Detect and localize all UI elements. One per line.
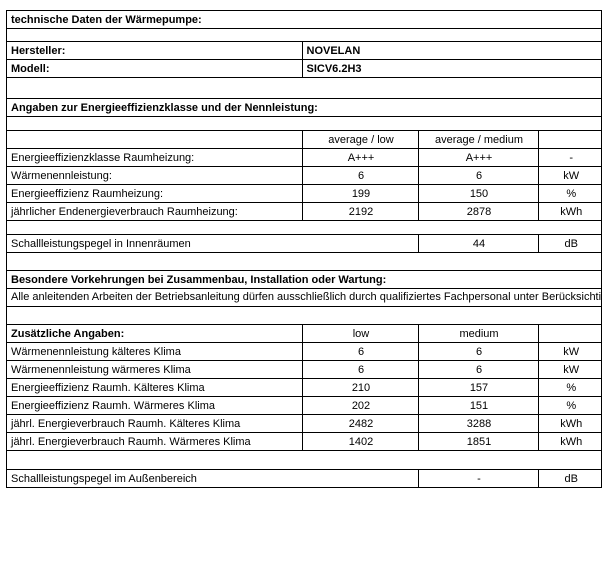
value-low: 210 <box>301 378 418 397</box>
table-row: Alle anleitenden Arbeiten der Betriebsan… <box>7 288 601 307</box>
page-title: technische Daten der Wärmepumpe: <box>7 10 601 29</box>
value-low: 6 <box>301 360 418 379</box>
sound-indoor-block: Schallleistungspegel in Innenräumen 44 d… <box>7 234 603 253</box>
value-low: 202 <box>301 396 418 415</box>
unit: % <box>537 378 602 397</box>
value-medium: 6 <box>417 360 538 379</box>
row-label: Energieeffizienz Raumheizung: <box>7 184 302 203</box>
table-row: Hersteller: NOVELAN <box>7 41 601 60</box>
row-label: Wärmenennleistung kälteres Klima <box>7 342 302 361</box>
unit: - <box>537 148 602 167</box>
energy-table: average / low average / medium Energieef… <box>7 130 602 221</box>
spacer <box>7 117 601 130</box>
value-medium: 6 <box>417 166 538 185</box>
additional-heading: Zusätzliche Angaben: <box>7 324 302 343</box>
precautions-block: Besondere Vorkehrungen bei Zusammenbau, … <box>7 270 601 307</box>
column-header-average-medium: average / medium <box>417 130 538 149</box>
hersteller-label: Hersteller: <box>7 41 302 60</box>
unit: kWh <box>537 414 602 433</box>
row-label: Energieeffizienz Raumh. Wärmeres Klima <box>7 396 302 415</box>
additional-table: Zusätzliche Angaben: low medium Wärmenen… <box>7 324 602 451</box>
datasheet: technische Daten der Wärmepumpe: Herstel… <box>6 10 603 488</box>
unit: kW <box>537 166 602 185</box>
table-row: Schallleistungspegel im Außenbereich - d… <box>7 469 603 488</box>
value-medium: 6 <box>417 342 538 361</box>
sound-indoor-value: 44 <box>417 234 539 253</box>
table-row: Energieeffizienzklasse Raumheizung: A+++… <box>7 148 602 167</box>
unit: % <box>537 396 602 415</box>
empty-header-cell <box>7 130 302 149</box>
unit: kW <box>537 342 602 361</box>
row-label: Wärmenennleistung wärmeres Klima <box>7 360 302 379</box>
spacer <box>7 451 601 469</box>
table-row: technische Daten der Wärmepumpe: <box>7 10 601 29</box>
value-medium: 1851 <box>417 432 538 451</box>
row-label: Energieeffizienzklasse Raumheizung: <box>7 148 302 167</box>
sound-outdoor-unit: dB <box>537 469 603 488</box>
value-low: 199 <box>301 184 418 203</box>
value-medium: 150 <box>417 184 538 203</box>
table-header-row: average / low average / medium <box>7 130 602 149</box>
unit: % <box>537 184 602 203</box>
info-block: Hersteller: NOVELAN Modell: SICV6.2H3 <box>7 41 601 78</box>
value-low: 6 <box>301 342 418 361</box>
value-low: 1402 <box>301 432 418 451</box>
column-header-low: low <box>301 324 418 343</box>
sound-outdoor-value: - <box>417 469 539 488</box>
sound-outdoor-label: Schallleistungspegel im Außenbereich <box>7 469 419 488</box>
value-medium: 2878 <box>417 202 538 221</box>
row-label: Energieeffizienz Raumh. Kälteres Klima <box>7 378 302 397</box>
table-row: Schallleistungspegel in Innenräumen 44 d… <box>7 234 603 253</box>
title-block: technische Daten der Wärmepumpe: <box>7 10 601 29</box>
value-medium: 157 <box>417 378 538 397</box>
table-row: Energieeffizienz Raumh. Kälteres Klima 2… <box>7 378 602 397</box>
table-row: jährlicher Endenergieverbrauch Raumheizu… <box>7 202 602 221</box>
table-row: Wärmenennleistung kälteres Klima 6 6 kW <box>7 342 602 361</box>
sound-indoor-unit: dB <box>537 234 603 253</box>
table-header-row: Zusätzliche Angaben: low medium <box>7 324 602 343</box>
row-label: Wärmenennleistung: <box>7 166 302 185</box>
energy-section-heading: Angaben zur Energieeffizienzklasse und d… <box>7 98 601 117</box>
row-label: jährl. Energieverbrauch Raumh. Wärmeres … <box>7 432 302 451</box>
row-label: jährl. Energieverbrauch Raumh. Kälteres … <box>7 414 302 433</box>
precautions-heading: Besondere Vorkehrungen bei Zusammenbau, … <box>7 270 601 289</box>
table-row: Besondere Vorkehrungen bei Zusammenbau, … <box>7 270 601 289</box>
table-row: Energieeffizienz Raumheizung: 199 150 % <box>7 184 602 203</box>
table-row: Angaben zur Energieeffizienzklasse und d… <box>7 98 601 117</box>
precautions-text: Alle anleitenden Arbeiten der Betriebsan… <box>7 288 601 307</box>
modell-label: Modell: <box>7 59 302 78</box>
empty-header-cell <box>537 130 602 149</box>
spacer <box>7 221 601 234</box>
sound-outdoor-block: Schallleistungspegel im Außenbereich - d… <box>7 469 603 488</box>
table-row: Wärmenennleistung wärmeres Klima 6 6 kW <box>7 360 602 379</box>
column-header-average-low: average / low <box>301 130 418 149</box>
value-low: 2192 <box>301 202 418 221</box>
table-row: Wärmenennleistung: 6 6 kW <box>7 166 602 185</box>
value-low: 2482 <box>301 414 418 433</box>
table-row: Modell: SICV6.2H3 <box>7 59 601 78</box>
table-row: jährl. Energieverbrauch Raumh. Kälteres … <box>7 414 602 433</box>
unit: kWh <box>537 202 602 221</box>
hersteller-value: NOVELAN <box>301 41 601 60</box>
unit: kW <box>537 360 602 379</box>
modell-value: SICV6.2H3 <box>301 59 601 78</box>
value-low: 6 <box>301 166 418 185</box>
value-medium: 3288 <box>417 414 538 433</box>
empty-header-cell <box>537 324 602 343</box>
row-label: jährlicher Endenergieverbrauch Raumheizu… <box>7 202 302 221</box>
value-low: A+++ <box>301 148 418 167</box>
table-row: Energieeffizienz Raumh. Wärmeres Klima 2… <box>7 396 602 415</box>
value-medium: 151 <box>417 396 538 415</box>
unit: kWh <box>537 432 602 451</box>
value-medium: A+++ <box>417 148 538 167</box>
table-row: jährl. Energieverbrauch Raumh. Wärmeres … <box>7 432 602 451</box>
sound-indoor-label: Schallleistungspegel in Innenräumen <box>7 234 419 253</box>
spacer <box>7 29 601 41</box>
spacer <box>7 307 601 324</box>
spacer <box>7 253 601 270</box>
energy-heading-block: Angaben zur Energieeffizienzklasse und d… <box>7 98 601 117</box>
column-header-medium: medium <box>417 324 538 343</box>
spacer <box>7 78 601 98</box>
